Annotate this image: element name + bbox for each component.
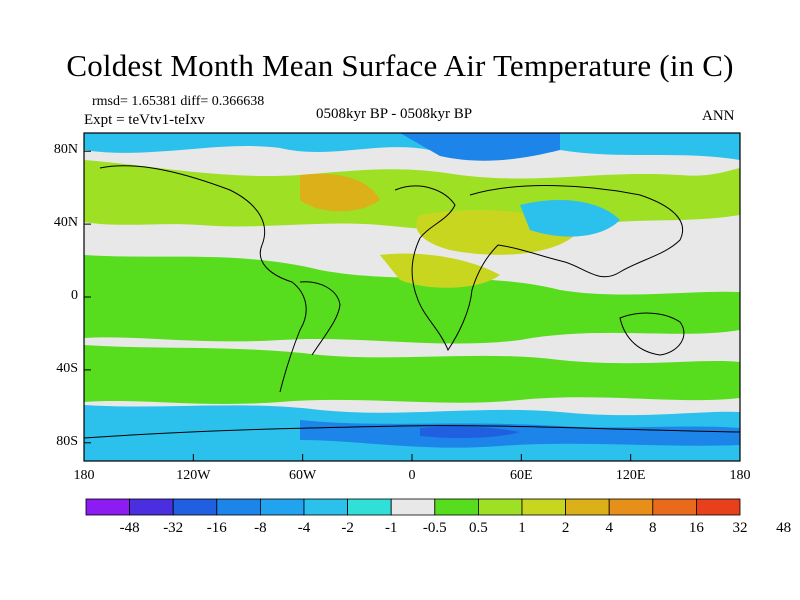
- temperature-field: [84, 133, 740, 461]
- lon-label: 60W: [289, 468, 317, 483]
- colorbar-level-label: 1: [518, 520, 526, 536]
- lon-label: 180: [73, 468, 95, 483]
- colorbar-level-label: -1: [384, 520, 398, 536]
- colorbar-swatch: [85, 498, 130, 516]
- colorbar-swatch: [434, 498, 479, 516]
- colorbar-level-label: -48: [119, 520, 140, 536]
- lon-label: 0: [408, 468, 416, 483]
- colorbar-swatch: [216, 498, 261, 516]
- colorbar-level-label: 8: [649, 520, 657, 536]
- season-text: ANN: [702, 108, 735, 124]
- colorbar-swatch: [521, 498, 566, 516]
- coastlines: [84, 165, 740, 439]
- lon-label: 120E: [615, 468, 646, 483]
- colorbar-swatch: [172, 498, 218, 516]
- lat-label: 40N: [53, 215, 78, 231]
- period-text: 0508kyr BP - 0508kyr BP: [316, 106, 473, 122]
- colorbar-swatch: [303, 498, 348, 516]
- lat-label: 80N: [53, 142, 78, 158]
- colorbar-swatch: [347, 498, 392, 516]
- lat-label: 80S: [56, 433, 78, 449]
- colorbar-swatch: [129, 498, 174, 516]
- colorbar-swatch: [477, 498, 523, 516]
- lon-label: 180: [729, 468, 751, 483]
- experiment-text: Expt = teVtv1-teIxv: [84, 112, 205, 128]
- colorbar-level-label: 32: [732, 520, 748, 536]
- colorbar-swatch: [390, 498, 436, 516]
- colorbar-level-label: -0.5: [422, 520, 447, 536]
- colorbar-level-label: -16: [206, 520, 227, 536]
- stats-text: rmsd= 1.65381 diff= 0.366638: [92, 94, 265, 109]
- colorbar-level-label: -2: [341, 520, 354, 536]
- colorbar-swatch: [652, 498, 697, 516]
- colorbar-level-label: 48: [776, 520, 792, 536]
- colorbar-swatch: [696, 498, 741, 516]
- colorbar-level-label: -32: [163, 520, 184, 536]
- colorbar-level-label: 4: [605, 520, 613, 536]
- colorbar: [85, 498, 741, 516]
- lon-label: 120W: [176, 468, 211, 483]
- lat-label: 0: [71, 288, 78, 303]
- colorbar-level-label: -8: [254, 520, 267, 536]
- colorbar-level-label: -4: [297, 520, 311, 536]
- colorbar-level-label: 2: [561, 520, 570, 536]
- colorbar-level-label: 0.5: [469, 520, 488, 536]
- lon-label: 60E: [510, 468, 533, 483]
- colorbar-level-label: 16: [688, 520, 704, 536]
- axis-ticks: [83, 150, 741, 461]
- lat-label: 40S: [56, 360, 78, 376]
- colorbar-swatch: [565, 498, 610, 516]
- plot-title: Coldest Month Mean Surface Air Temperatu…: [66, 48, 734, 83]
- colorbar-swatch: [259, 498, 305, 516]
- colorbar-swatch: [608, 498, 654, 516]
